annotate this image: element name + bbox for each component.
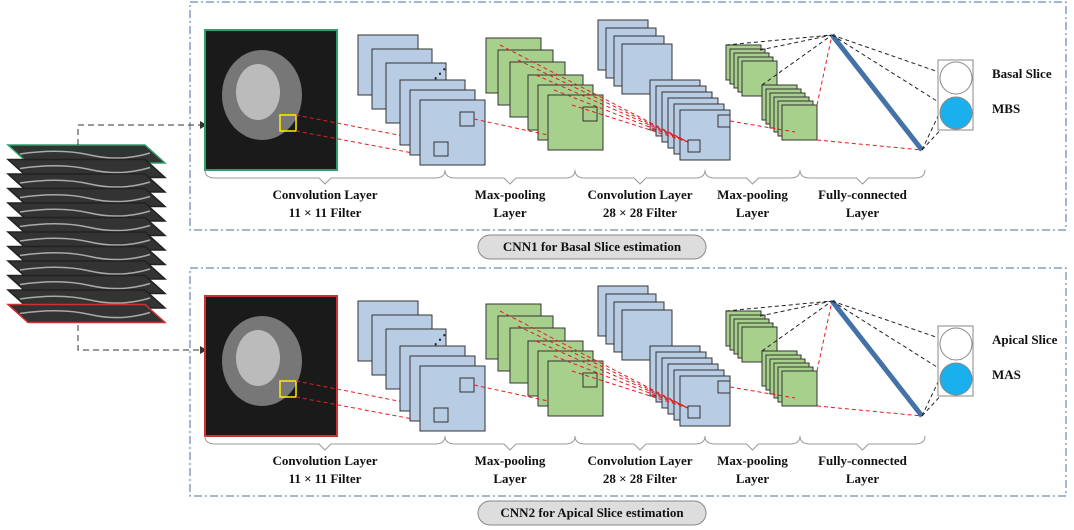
brace [705,170,800,184]
output-label: MAS [992,367,1021,382]
connection [832,301,956,379]
connection [726,301,832,311]
output-node [940,363,972,395]
layer-label: Fully-connected [818,453,908,468]
layer-label: Convolution Layer [587,187,692,202]
layer-label: Convolution Layer [587,453,692,468]
pooled-map [548,95,603,150]
pooled-map [548,361,603,416]
output-label: Apical Slice [992,332,1058,347]
layer-label: Max-pooling [475,453,546,468]
brace [705,436,800,450]
brace [205,436,445,450]
panel-caption: CNN1 for Basal Slice estimation [503,239,682,254]
brace [445,436,575,450]
layer-label: Layer [736,205,769,220]
output-label: Basal Slice [992,66,1052,81]
layer-label: Layer [846,471,879,486]
output-label: MBS [992,101,1020,116]
layer-label: Max-pooling [475,187,546,202]
layer-label: Layer [493,205,526,220]
pooled-map [782,371,817,406]
feature-map [420,100,485,165]
brace [800,436,925,450]
heart-inner [236,64,280,120]
connection [726,35,832,45]
output-node [940,97,972,129]
heart-inner [236,330,280,386]
panel-caption: CNN2 for Apical Slice estimation [500,505,684,520]
fc-layer [832,35,922,150]
layer-label: Max-pooling [717,453,788,468]
brace [445,170,575,184]
layer-label: 28 × 28 Filter [603,205,677,220]
layer-label: 28 × 28 Filter [603,471,677,486]
brace [575,170,705,184]
layer-label: Max-pooling [717,187,788,202]
connection [832,35,956,113]
output-node [940,62,972,94]
brace [800,170,925,184]
ellipsis: ⋰ [434,332,447,347]
diagram: ⋰ Basal Slice MBS Convolution Layer 11 × 11 … [0,0,1074,530]
layer-label: Convolution Layer [272,453,377,468]
layer-label: 11 × 11 Filter [289,205,362,220]
layer-label: Layer [846,205,879,220]
layer-label: 11 × 11 Filter [289,471,362,486]
layer-label: Convolution Layer [272,187,377,202]
output-node [940,328,972,360]
connection [817,35,832,105]
brace [205,170,445,184]
arrow [78,125,200,145]
panel: ⋰ Basal Slice MBS Convolution Layer 11 × 11 … [78,2,1066,259]
layer-label: Layer [736,471,769,486]
layer-label: Layer [493,471,526,486]
connection [817,140,922,150]
pooled-map [782,105,817,140]
brace [575,436,705,450]
feature-map [420,366,485,431]
connection [817,301,832,371]
layer-label: Fully-connected [818,187,908,202]
ellipsis: ⋰ [434,66,447,81]
arrow [78,325,200,350]
fc-layer [832,301,922,416]
connection [817,406,922,416]
panel: ⋰ Apical Slice MAS Convolution Layer 11 × 11… [78,268,1066,525]
